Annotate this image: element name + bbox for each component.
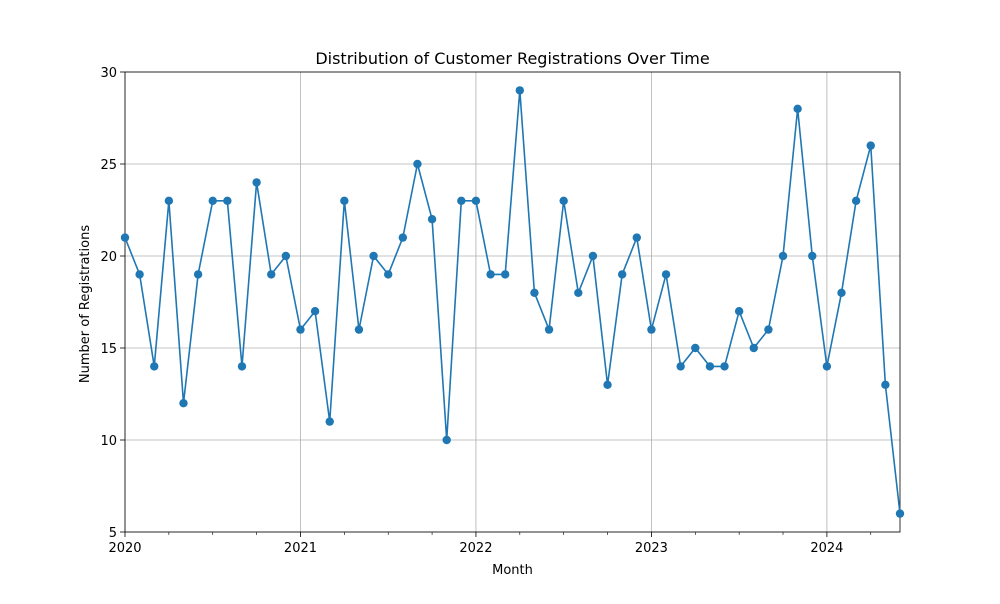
data-point xyxy=(500,270,510,279)
data-point xyxy=(676,362,685,371)
data-point xyxy=(515,86,525,95)
series-line xyxy=(124,89,901,514)
data-point xyxy=(325,417,334,426)
data-point xyxy=(179,399,188,408)
data-point xyxy=(413,159,422,169)
x-tick-label: 2022 xyxy=(459,541,492,556)
grid xyxy=(124,71,900,533)
data-point xyxy=(647,325,656,334)
data-point xyxy=(398,233,408,242)
data-point xyxy=(574,288,583,297)
data-point xyxy=(764,325,773,334)
y-tick-label: 30 xyxy=(100,66,117,81)
series-layer xyxy=(120,86,905,518)
data-point xyxy=(267,270,276,279)
data-point xyxy=(442,435,451,445)
data-point xyxy=(661,270,671,279)
data-point xyxy=(223,196,232,205)
y-tick-label: 5 xyxy=(109,526,117,541)
data-point xyxy=(427,215,437,224)
data-point xyxy=(120,233,130,242)
data-point xyxy=(164,196,174,205)
y-tick-label: 25 xyxy=(100,158,117,173)
data-point xyxy=(252,178,261,187)
data-point xyxy=(193,270,203,279)
data-point xyxy=(822,362,832,371)
data-point xyxy=(881,380,890,389)
data-point xyxy=(603,380,612,389)
x-axis-label: Month xyxy=(492,563,533,578)
x-tick-label: 2021 xyxy=(284,541,317,556)
data-point xyxy=(296,325,305,334)
data-point xyxy=(237,362,247,371)
data-point xyxy=(691,343,700,353)
x-tick-label: 2023 xyxy=(635,541,668,556)
data-point xyxy=(808,251,817,261)
data-point xyxy=(617,270,627,279)
data-point xyxy=(778,251,788,261)
data-point xyxy=(588,251,598,261)
y-tick-label: 10 xyxy=(100,434,117,449)
data-point xyxy=(310,307,320,316)
data-point xyxy=(749,343,758,353)
axes: 5 10 15 20 25 30 2020 2021 2022 2023 2024 xyxy=(100,66,901,556)
data-point xyxy=(340,196,349,205)
chart-title: Distribution of Customer Registrations O… xyxy=(315,49,709,68)
x-tick-label: 2024 xyxy=(810,541,843,556)
data-point xyxy=(530,288,539,297)
y-tick-label: 20 xyxy=(100,250,117,265)
data-point xyxy=(384,270,393,279)
data-point xyxy=(851,196,861,205)
data-point xyxy=(150,362,159,371)
data-point xyxy=(734,307,744,316)
data-point xyxy=(471,196,481,205)
data-point xyxy=(354,325,364,334)
data-point xyxy=(135,270,144,279)
data-point xyxy=(457,196,466,205)
data-point xyxy=(369,251,378,261)
data-point xyxy=(559,196,568,205)
data-point xyxy=(793,104,802,114)
plot-frame xyxy=(124,71,901,533)
data-point xyxy=(895,509,905,518)
data-point xyxy=(281,251,291,261)
data-point xyxy=(544,325,554,334)
data-point xyxy=(208,196,217,205)
y-tick-label: 15 xyxy=(100,342,117,357)
data-point xyxy=(837,288,846,297)
data-point xyxy=(866,141,875,150)
data-point xyxy=(632,233,641,242)
y-axis-label: Number of Registrations xyxy=(78,225,93,383)
data-point xyxy=(486,270,495,279)
x-tick-label: 2020 xyxy=(108,541,141,556)
data-point xyxy=(720,362,729,371)
data-point xyxy=(705,362,715,371)
